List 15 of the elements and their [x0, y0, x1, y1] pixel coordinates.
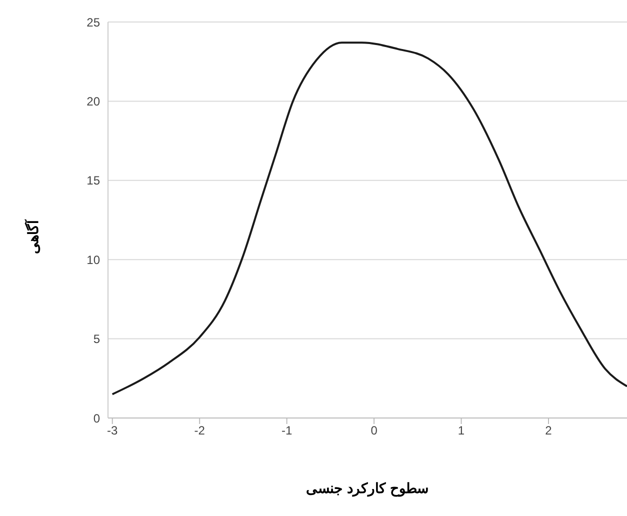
y-tick-label: 15 — [86, 174, 100, 188]
line-series — [111, 42, 627, 396]
x-tick-label: -2 — [194, 424, 206, 438]
y-tick-label: 5 — [93, 332, 100, 346]
x-tick-label: 0 — [370, 424, 378, 438]
y-axis-title: آگاهی — [24, 219, 41, 254]
x-tick-label: -1 — [281, 424, 292, 438]
x-axis-title: سطوح کارکرد جنسی — [306, 480, 429, 497]
y-tick-label: 25 — [86, 15, 100, 30]
y-tick-label: 20 — [86, 94, 100, 108]
x-tick-label: 2 — [545, 424, 552, 438]
y-tick-label: 0 — [93, 411, 100, 426]
x-tick-label: -3 — [107, 424, 118, 438]
y-tick-label: 10 — [86, 252, 100, 267]
x-tick-label: 1 — [458, 424, 465, 438]
